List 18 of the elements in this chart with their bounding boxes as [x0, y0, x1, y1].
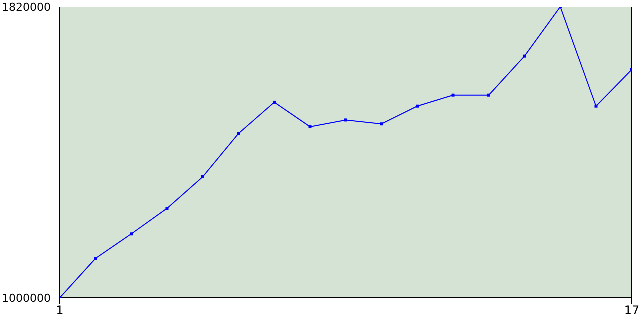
point — [308, 125, 312, 128]
point — [130, 232, 133, 236]
point — [94, 257, 98, 260]
y-tick-label: 1000000 — [2, 292, 51, 305]
point — [344, 118, 348, 122]
point — [166, 207, 169, 210]
point — [237, 132, 240, 136]
point — [273, 100, 276, 104]
point — [594, 104, 598, 108]
point — [416, 104, 419, 108]
point — [523, 54, 526, 58]
x-tick-label: 1 — [56, 304, 64, 318]
point — [452, 94, 455, 97]
y-tick-label: 1820000 — [2, 0, 51, 14]
x-tick-label: 17 — [624, 304, 640, 318]
point — [488, 94, 490, 97]
point — [380, 122, 384, 126]
point — [202, 175, 204, 178]
